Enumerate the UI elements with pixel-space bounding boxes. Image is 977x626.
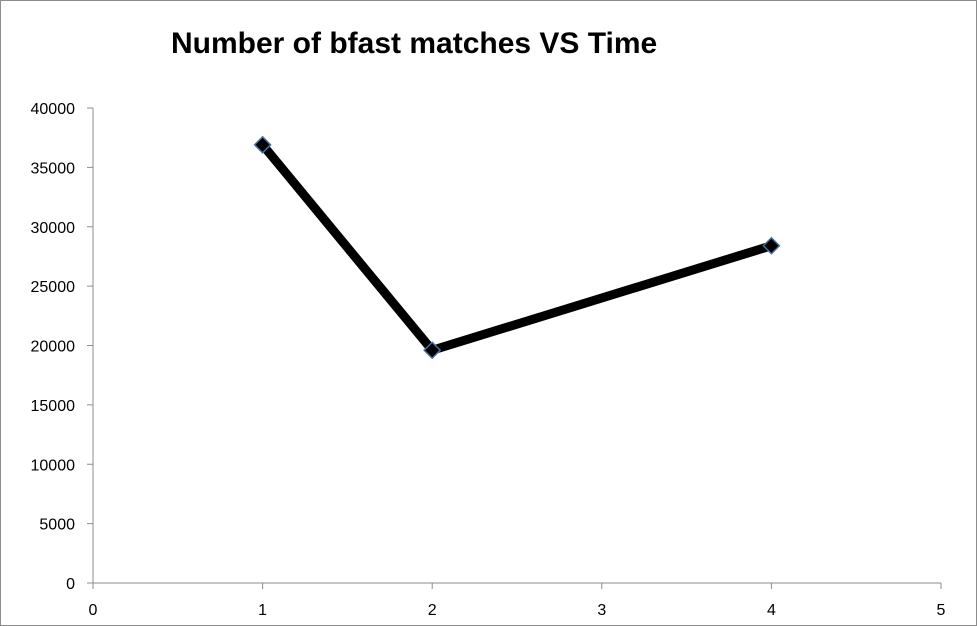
series-line <box>259 141 773 356</box>
data-point-marker <box>423 341 442 360</box>
y-tick-label: 15000 <box>31 398 76 415</box>
y-tick-label: 25000 <box>31 279 76 296</box>
x-tick-label: 2 <box>428 602 437 619</box>
x-tick-label: 0 <box>89 602 98 619</box>
y-tick-label: 5000 <box>39 517 75 534</box>
x-tick-label: 4 <box>767 602 776 619</box>
y-tick-label: 0 <box>66 576 75 593</box>
x-tick-label: 5 <box>937 602 946 619</box>
y-tick-label: 35000 <box>31 160 76 177</box>
y-tick-label: 40000 <box>31 101 76 118</box>
data-point-marker <box>253 135 272 154</box>
x-tick-label: 1 <box>258 602 267 619</box>
y-tick-label: 20000 <box>31 339 76 356</box>
chart-title: Number of bfast matches VS Time <box>171 27 658 60</box>
y-tick-label: 30000 <box>31 220 76 237</box>
y-tick-label: 10000 <box>31 457 76 474</box>
x-tick-label: 3 <box>597 602 606 619</box>
data-point-marker <box>762 236 781 255</box>
